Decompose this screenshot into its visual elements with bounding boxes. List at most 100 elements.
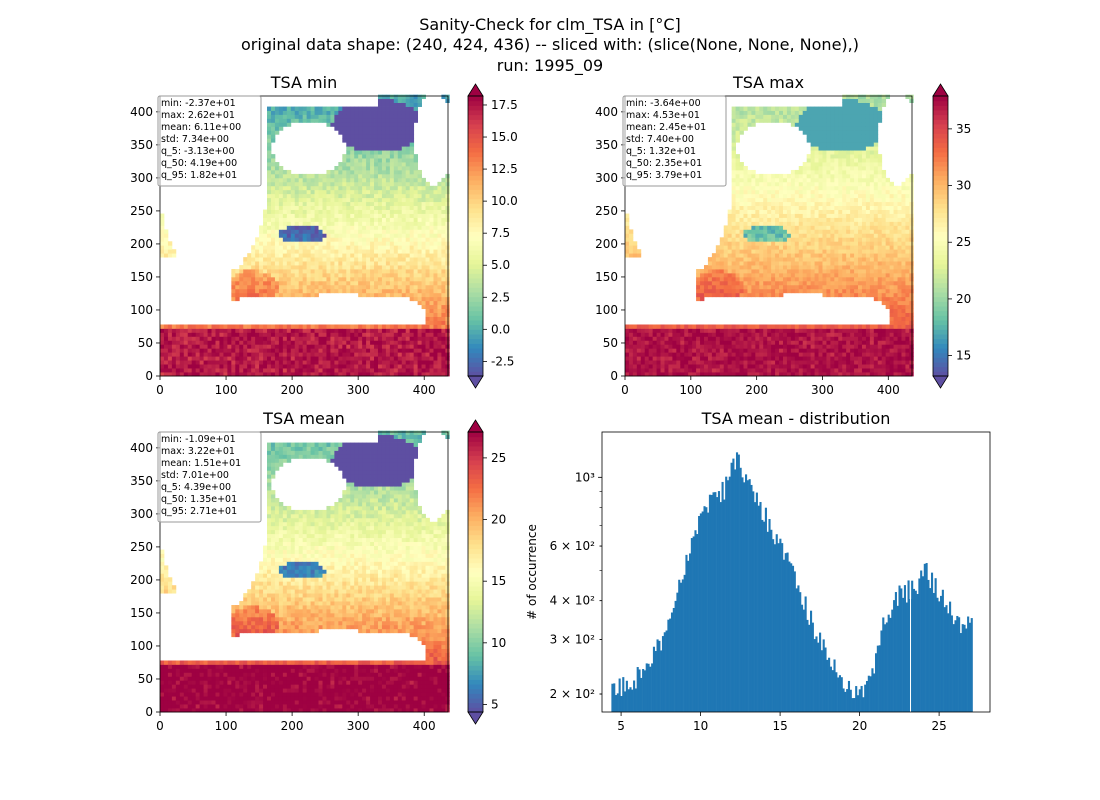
map-cell (270, 332, 276, 337)
map-cell (771, 269, 776, 274)
map-cell (794, 372, 800, 377)
map-cell (270, 154, 276, 159)
map-cell (330, 269, 335, 274)
map-cell (826, 193, 831, 199)
map-cell (362, 372, 367, 377)
map-cell (790, 193, 796, 199)
map-cell (676, 328, 681, 333)
map-cell (286, 193, 292, 199)
map-cell (255, 372, 260, 377)
map-cell (441, 348, 446, 353)
map-cell (385, 166, 391, 171)
map-cell (719, 360, 725, 365)
map-cell (640, 352, 646, 357)
map-cell (759, 352, 764, 357)
map-cell (782, 221, 788, 226)
map-cell (397, 257, 403, 262)
map-cell (751, 352, 756, 357)
map-cell (310, 213, 315, 218)
map-cell (393, 158, 399, 163)
map-cell (743, 372, 748, 377)
map-cell (163, 249, 169, 254)
map-cell (397, 261, 403, 266)
map-cell (759, 201, 764, 207)
map-cell (330, 193, 335, 199)
map-cell (798, 249, 804, 254)
map-cell (782, 209, 788, 214)
map-cell (267, 292, 272, 298)
map-cell (711, 324, 717, 329)
map-cell (782, 114, 788, 119)
map-cell (771, 292, 776, 298)
map-cell (259, 237, 264, 242)
map-cell (346, 356, 351, 361)
map-cell (326, 368, 331, 373)
map-cell (782, 269, 788, 274)
map-cell (298, 372, 304, 377)
map-cell (326, 245, 331, 250)
map-cell (782, 368, 788, 373)
map-cell (310, 209, 315, 214)
map-cell (374, 249, 379, 254)
map-cell (385, 177, 391, 183)
map-cell (786, 265, 792, 270)
map-cell (794, 257, 800, 262)
map-cell (786, 280, 792, 286)
map-cell (346, 280, 351, 286)
map-cell (358, 197, 363, 203)
map-cell (739, 324, 744, 329)
map-cell (350, 122, 355, 127)
map-cell (755, 280, 760, 286)
map-cell (779, 352, 784, 357)
map-cell (326, 241, 331, 246)
map-cell (731, 142, 736, 147)
map-cell (322, 364, 327, 369)
map-cell (397, 197, 403, 203)
map-cell (826, 328, 831, 333)
map-cell (385, 122, 391, 127)
map-cell (632, 348, 638, 353)
map-cell (377, 328, 383, 333)
map-cell (794, 197, 800, 203)
map-cell (286, 114, 292, 119)
map-cell (441, 213, 446, 218)
map-cell (830, 229, 835, 234)
map-cell (354, 225, 359, 230)
map-cell (751, 209, 756, 214)
map-cell (790, 213, 796, 218)
map-cell (405, 344, 411, 349)
map-cell (342, 241, 347, 246)
map-cell (354, 272, 359, 278)
map-cell (409, 106, 415, 111)
map-cell (692, 324, 697, 329)
map-cell (397, 158, 403, 163)
map-cell (294, 225, 300, 230)
map-cell (723, 356, 729, 361)
map-cell (826, 114, 831, 119)
map-cell (374, 209, 379, 214)
map-cell (350, 356, 355, 361)
map-cell (235, 344, 240, 349)
map-cell (747, 368, 752, 373)
map-cell (267, 217, 272, 222)
map-cell (306, 197, 311, 203)
map-cell (818, 126, 823, 131)
map-cell (381, 134, 387, 139)
map-cell (342, 110, 347, 115)
map-cell (239, 332, 244, 337)
map-cell (751, 292, 756, 298)
map-cell (330, 368, 335, 373)
map-cell (763, 356, 768, 361)
map-cell (385, 130, 391, 135)
map-cell (806, 201, 812, 207)
map-cell (747, 265, 752, 270)
map-cell (318, 324, 323, 329)
map-cell (731, 166, 736, 171)
map-cell (385, 340, 391, 345)
map-cell (199, 368, 204, 373)
map-cell (191, 368, 197, 373)
map-cell (421, 284, 426, 290)
map-cell (393, 122, 399, 127)
map-cell (187, 364, 193, 369)
map-cell (385, 169, 391, 175)
